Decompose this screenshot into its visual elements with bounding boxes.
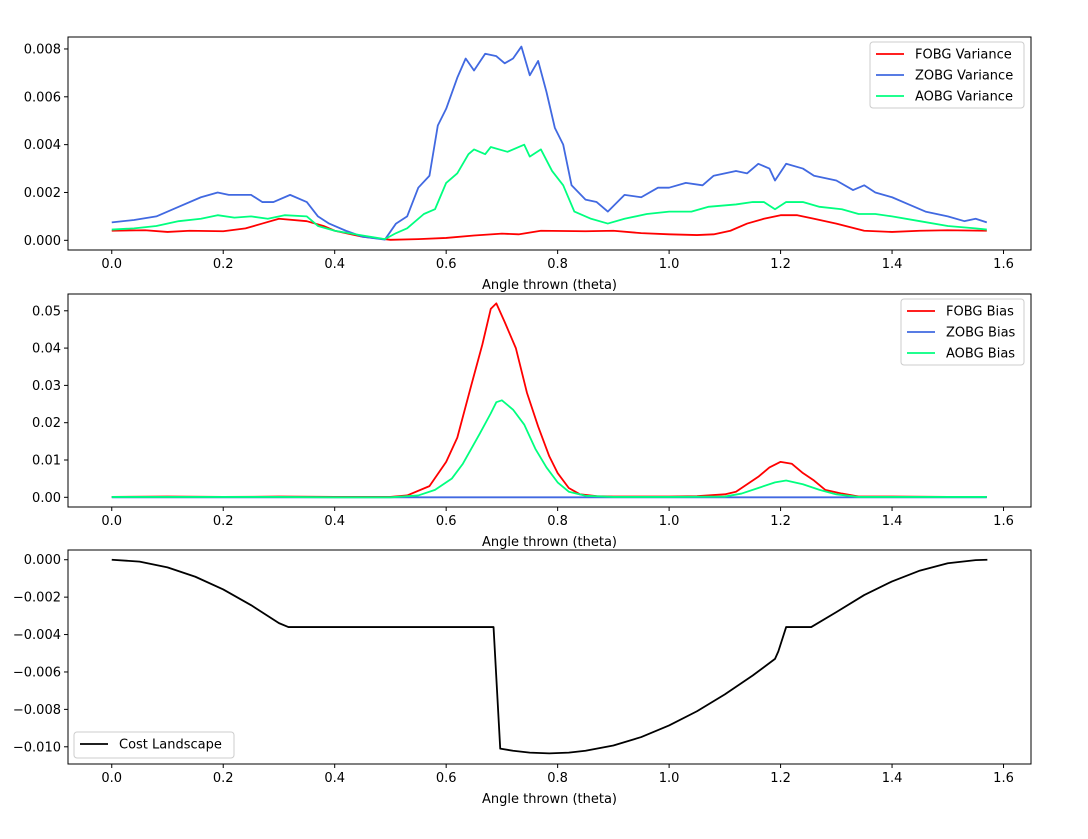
cost-landscape-subplot: 0.0 0.2 0.4 0.6 0.8 1.0 1.2 1.4 1.6 0.000 −0.002 −0… bbox=[13, 549, 1032, 807]
y-tick-label: 0.000 bbox=[24, 553, 61, 568]
x-tick-label: 0.8 bbox=[547, 514, 568, 529]
x-tick-label: 1.4 bbox=[882, 771, 903, 786]
y-tick-label: 0.00 bbox=[32, 491, 61, 506]
axes-frame bbox=[67, 549, 1032, 765]
x-tick-label: 0.4 bbox=[324, 771, 345, 786]
x-tick-label: 1.6 bbox=[993, 771, 1014, 786]
y-tick-label: 0.006 bbox=[24, 90, 61, 105]
y-tick-label: 0.008 bbox=[24, 42, 61, 57]
x-tick-label: 0.6 bbox=[436, 257, 457, 272]
variance-subplot: 0.0 0.2 0.4 0.6 0.8 1.0 1.2 1.4 1.6 0.000 0.002 0.0… bbox=[24, 36, 1032, 293]
x-tick-label: 0.8 bbox=[547, 771, 568, 786]
legend-label-fobg-variance: FOBG Variance bbox=[915, 48, 1012, 63]
x-tick-label: 1.6 bbox=[993, 257, 1014, 272]
legend-label-zobg-bias: ZOBG Bias bbox=[946, 326, 1016, 341]
legend-label-zobg-variance: ZOBG Variance bbox=[915, 69, 1013, 84]
x-tick-label: 0.0 bbox=[101, 514, 122, 529]
series-line-fobg-bias bbox=[111, 302, 987, 498]
legend-box bbox=[73, 731, 235, 759]
x-axis-label: Angle thrown (theta) bbox=[482, 792, 617, 807]
legend-label-aobg-bias: AOBG Bias bbox=[946, 347, 1015, 362]
x-axis-label: Angle thrown (theta) bbox=[482, 278, 617, 293]
axes-frame bbox=[67, 293, 1032, 508]
axes-frame bbox=[67, 36, 1032, 251]
legend: FOBG Bias ZOBG Bias AOBG Bias bbox=[900, 298, 1025, 366]
x-tick-label: 0.0 bbox=[101, 257, 122, 272]
x-tick-label: 0.4 bbox=[324, 257, 345, 272]
legend-label-aobg-variance: AOBG Variance bbox=[915, 90, 1013, 105]
y-tick-label: 0.01 bbox=[32, 453, 61, 468]
legend-box bbox=[869, 41, 1025, 109]
x-axis-label: Angle thrown (theta) bbox=[482, 535, 617, 550]
y-tick-label: 0.004 bbox=[24, 138, 61, 153]
series-line-cost-landscape bbox=[111, 558, 988, 755]
x-tick-label: 0.4 bbox=[324, 514, 345, 529]
bias-subplot: 0.0 0.2 0.4 0.6 0.8 1.0 1.2 1.4 1.6 0.00 0.01 0.02 0… bbox=[32, 293, 1032, 550]
x-tick-label: 1.4 bbox=[882, 257, 903, 272]
x-tick-label: 1.2 bbox=[770, 771, 791, 786]
legend: Cost Landscape bbox=[73, 731, 235, 759]
y-tick-label: −0.006 bbox=[13, 665, 61, 680]
x-tick-label: 0.6 bbox=[436, 771, 457, 786]
series-line-fobg-variance bbox=[111, 214, 987, 241]
y-tick-label: 0.02 bbox=[32, 416, 61, 431]
legend-box bbox=[900, 298, 1025, 366]
x-tick-label: 1.0 bbox=[659, 514, 680, 529]
y-tick-label: 0.002 bbox=[24, 186, 61, 201]
x-tick-label: 0.6 bbox=[436, 514, 457, 529]
legend-label-fobg-bias: FOBG Bias bbox=[946, 305, 1014, 320]
y-tick-label: −0.008 bbox=[13, 703, 61, 718]
y-tick-label: 0.03 bbox=[32, 379, 61, 394]
y-tick-label: 0.05 bbox=[32, 304, 61, 319]
x-tick-label: 1.6 bbox=[993, 514, 1014, 529]
x-tick-label: 0.0 bbox=[101, 771, 122, 786]
series-line-aobg-variance bbox=[111, 143, 987, 241]
x-tick-label: 0.2 bbox=[213, 514, 234, 529]
x-tick-label: 1.2 bbox=[770, 514, 791, 529]
x-tick-label: 1.2 bbox=[770, 257, 791, 272]
y-tick-label: 0.04 bbox=[32, 342, 61, 357]
series-line-aobg-bias bbox=[111, 399, 987, 499]
y-tick-label: −0.010 bbox=[13, 740, 61, 755]
x-tick-label: 0.8 bbox=[547, 257, 568, 272]
x-tick-label: 1.0 bbox=[659, 257, 680, 272]
x-tick-label: 1.0 bbox=[659, 771, 680, 786]
y-tick-label: 0.000 bbox=[24, 234, 61, 249]
y-tick-label: −0.002 bbox=[13, 591, 61, 606]
x-tick-label: 0.2 bbox=[213, 257, 234, 272]
y-tick-label: −0.004 bbox=[13, 628, 61, 643]
legend-label-cost-landscape: Cost Landscape bbox=[119, 738, 222, 753]
legend: FOBG Variance ZOBG Variance AOBG Variance bbox=[869, 41, 1025, 109]
series-line-zobg-variance bbox=[111, 45, 988, 241]
x-tick-label: 1.4 bbox=[882, 514, 903, 529]
x-tick-label: 0.2 bbox=[213, 771, 234, 786]
